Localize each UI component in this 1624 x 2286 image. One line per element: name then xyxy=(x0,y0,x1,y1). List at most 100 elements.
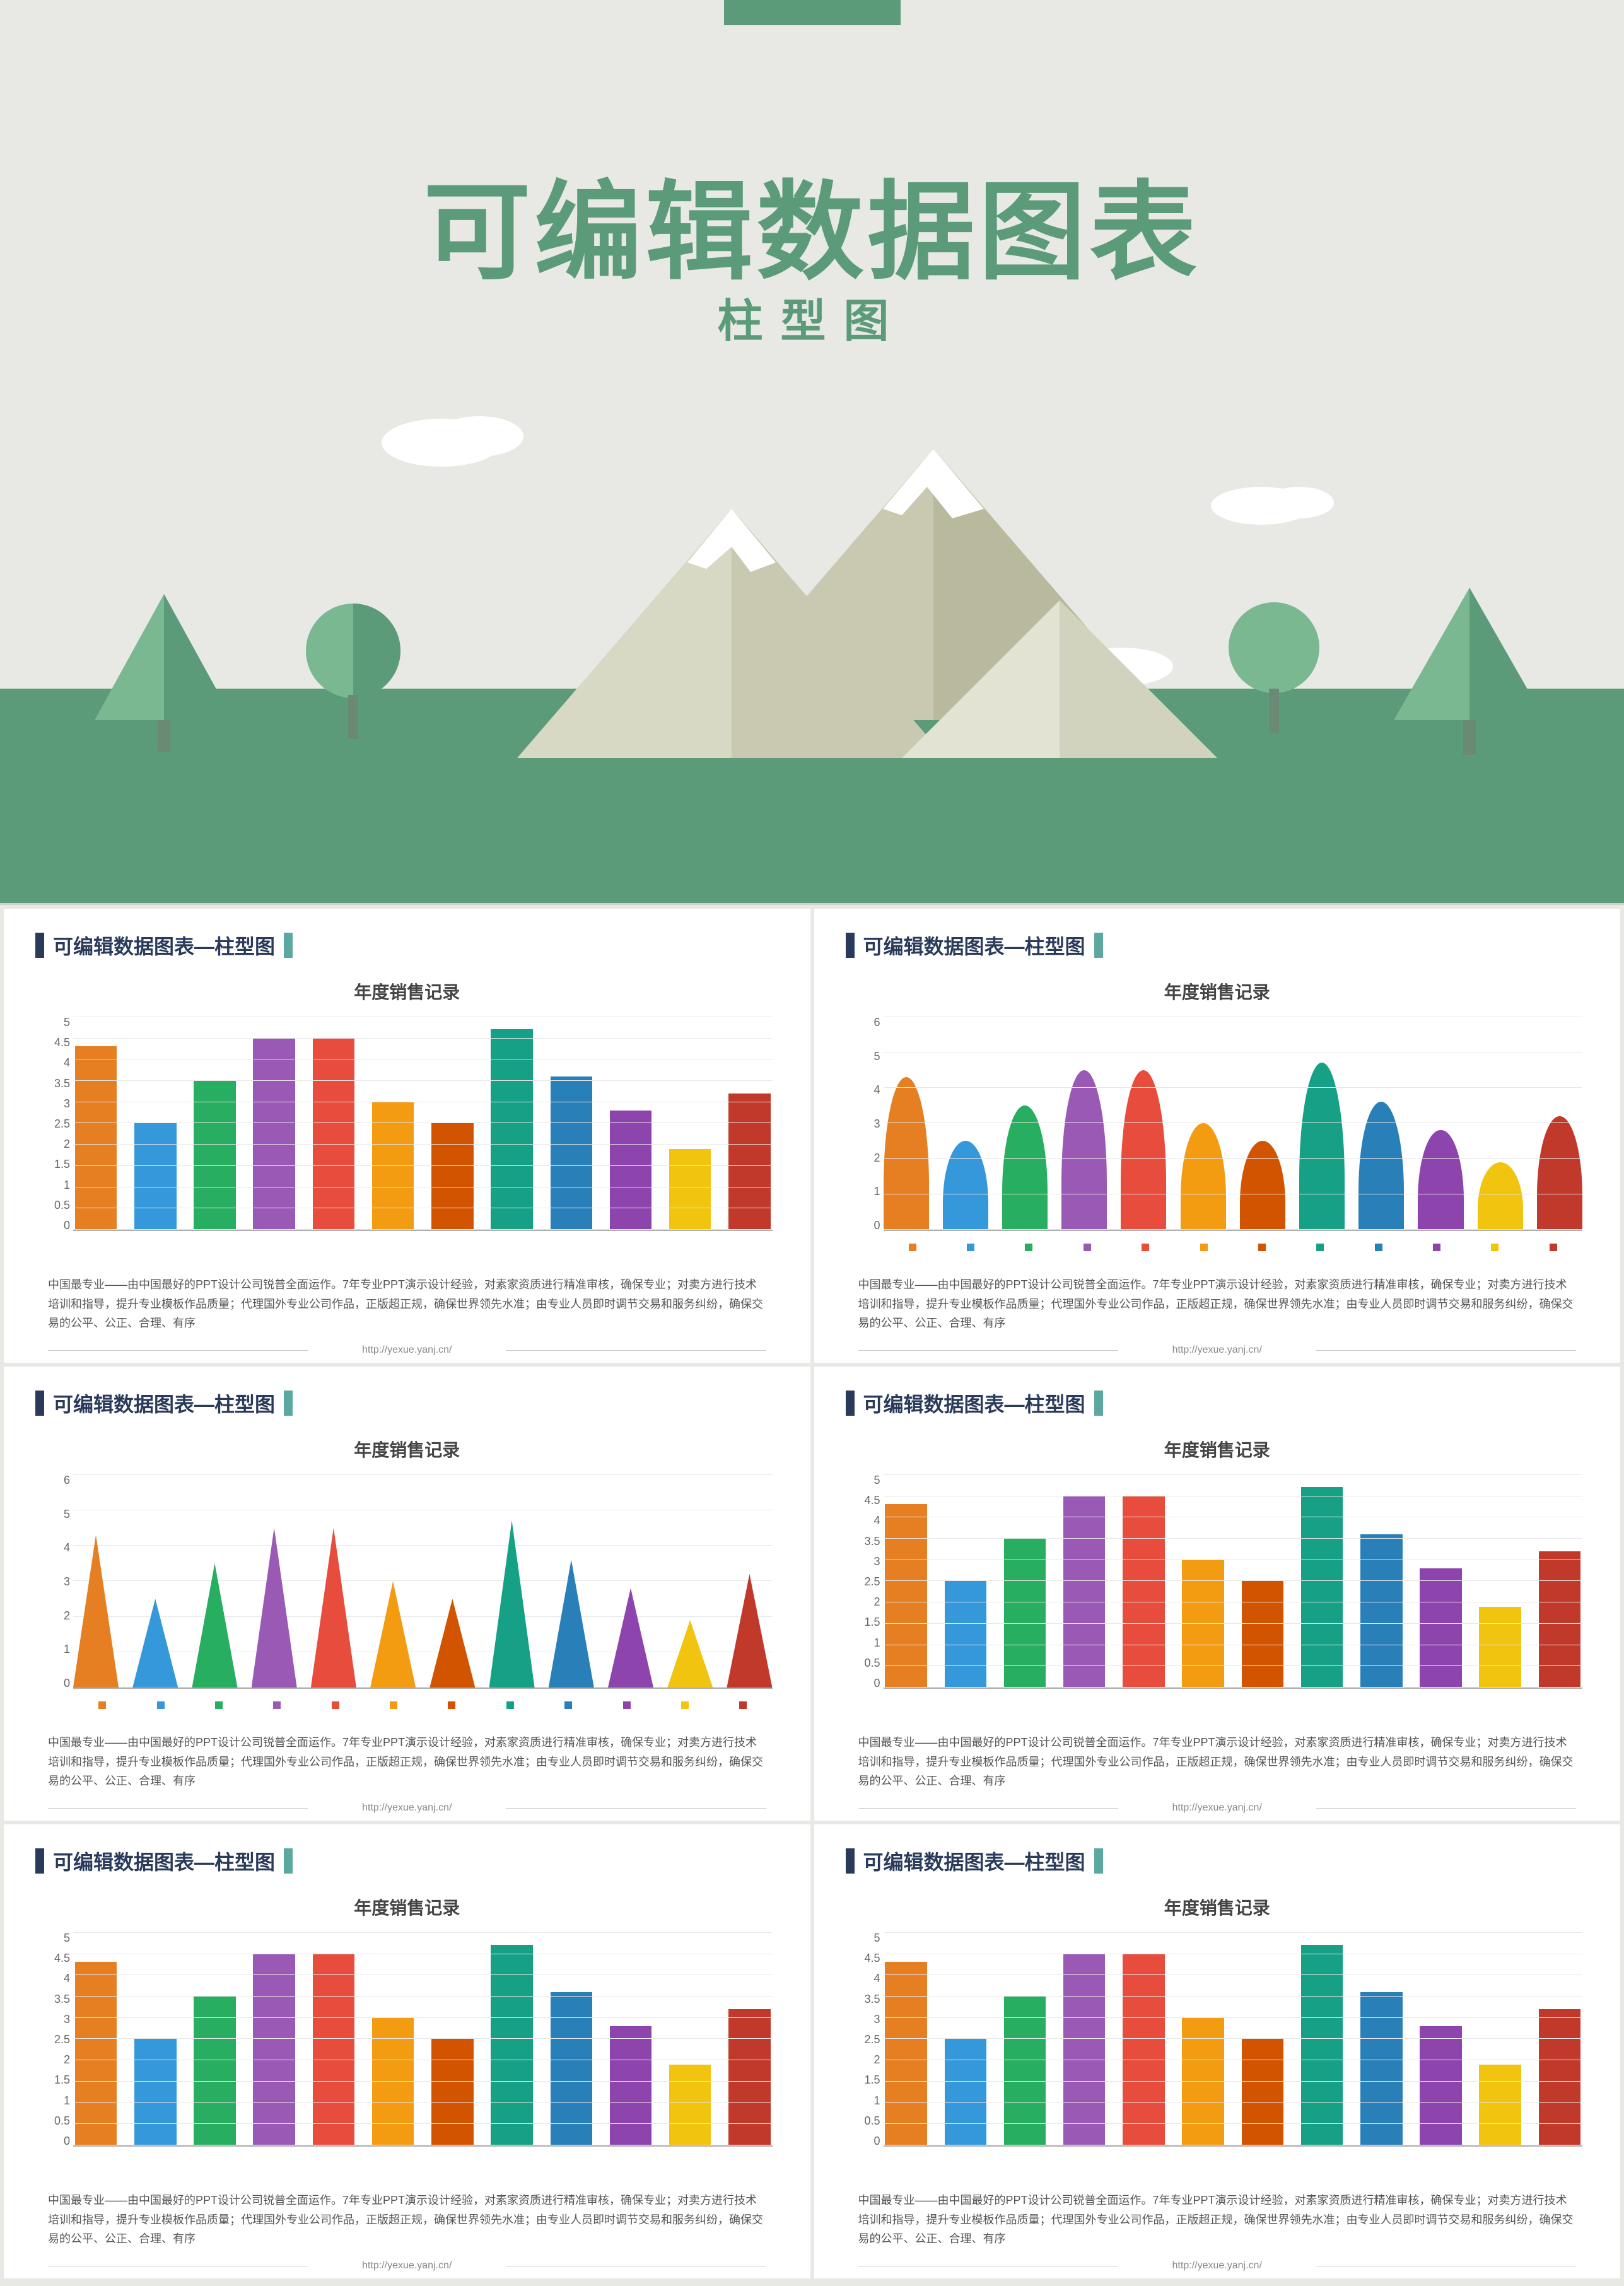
y-tick: 3.5 xyxy=(35,1078,70,1089)
legend-swatch xyxy=(506,1701,514,1709)
y-tick: 0.5 xyxy=(35,2115,70,2126)
chart-area: 00.511.522.533.544.55 xyxy=(846,1932,1589,2172)
legend-swatch xyxy=(157,1701,165,1709)
data-bar xyxy=(1420,2026,1462,2145)
data-bar xyxy=(491,1029,533,1230)
chart-title: 年度销售记录 xyxy=(35,1437,779,1462)
data-bell xyxy=(1418,1130,1463,1230)
hero-illustration xyxy=(0,367,1624,903)
data-bar xyxy=(1063,1496,1106,1688)
legend xyxy=(73,1701,773,1709)
y-tick: 3 xyxy=(35,1098,70,1109)
data-bar xyxy=(1420,1568,1462,1688)
data-triangle xyxy=(192,1563,237,1688)
plot-area xyxy=(884,1932,1583,2147)
chart-title: 年度销售记录 xyxy=(35,979,779,1004)
y-tick: 2.5 xyxy=(35,2034,70,2045)
header-bar-teal xyxy=(284,933,293,958)
y-tick: 5 xyxy=(35,1508,70,1520)
y-tick: 1 xyxy=(846,2095,880,2106)
slide-description: 中国最专业——由中国最好的PPT设计公司锐普全面运作。7年专业PPT演示设计经验… xyxy=(35,1275,779,1333)
data-bar xyxy=(194,1996,236,2145)
y-tick: 3.5 xyxy=(846,1993,880,2005)
slide-header: 可编辑数据图表—柱型图 xyxy=(35,1846,779,1875)
data-bar xyxy=(1360,1992,1403,2145)
slide-title: 可编辑数据图表—柱型图 xyxy=(863,931,1085,960)
hero-title: 可编辑数据图表 xyxy=(0,145,1624,300)
chart-slide: 可编辑数据图表—柱型图 年度销售记录00.511.522.533.544.55中… xyxy=(4,1824,810,2278)
y-tick: 4.5 xyxy=(35,1037,70,1048)
legend-swatch xyxy=(448,1701,455,1709)
y-tick: 1 xyxy=(35,1643,70,1655)
data-bar xyxy=(551,1992,593,2145)
plot-area xyxy=(73,1932,773,2147)
y-tick: 6 xyxy=(35,1474,70,1486)
data-bar xyxy=(134,1123,177,1230)
data-bar xyxy=(75,1046,117,1230)
hero-slide: 可编辑数据图表 柱型图 xyxy=(0,0,1624,905)
legend-swatch xyxy=(739,1701,747,1709)
y-tick: 5 xyxy=(846,1932,880,1944)
data-bell xyxy=(1358,1102,1404,1230)
legend-swatch xyxy=(273,1701,281,1709)
y-tick: 3 xyxy=(846,1118,880,1129)
chart-title: 年度销售记录 xyxy=(846,979,1589,1004)
hero-subtitle: 柱型图 xyxy=(0,284,1624,350)
data-bar xyxy=(194,1080,236,1230)
y-axis: 00.511.522.533.544.55 xyxy=(35,1017,70,1231)
header-bar-teal xyxy=(284,1391,293,1416)
data-bar xyxy=(1479,2065,1521,2145)
legend-swatch xyxy=(681,1701,689,1709)
data-bar xyxy=(945,2039,987,2145)
y-tick: 3.5 xyxy=(846,1536,880,1547)
slides-grid: 可编辑数据图表—柱型图 年度销售记录 0 0.5 1 1.5 2 2.5 3 3.5 4 4.5 5 中… xyxy=(0,905,1624,2282)
y-tick: 3.5 xyxy=(35,1993,70,2005)
legend-swatch xyxy=(909,1244,916,1251)
y-tick: 3 xyxy=(35,2014,70,2025)
data-bell xyxy=(1181,1123,1226,1230)
data-bar xyxy=(372,2017,414,2145)
data-triangle xyxy=(667,1620,713,1688)
y-tick: 2 xyxy=(35,2054,70,2065)
header-bar-dark xyxy=(846,1848,855,1874)
data-bar xyxy=(728,1093,771,1230)
y-tick: 2 xyxy=(846,2054,880,2065)
y-tick: 1.5 xyxy=(35,1158,70,1170)
legend-swatch xyxy=(1316,1244,1324,1251)
header-bar-dark xyxy=(35,933,44,958)
y-tick: 0.5 xyxy=(35,1199,70,1211)
data-bell xyxy=(1240,1141,1285,1230)
plot-area xyxy=(73,1017,773,1231)
y-tick: 0.5 xyxy=(846,1657,880,1669)
data-bar xyxy=(1479,1607,1521,1688)
data-bar xyxy=(372,1102,414,1230)
data-bar xyxy=(1123,1954,1165,2145)
legend-swatch xyxy=(1258,1244,1266,1251)
data-bar xyxy=(253,1038,295,1230)
slide-header: 可编辑数据图表—柱型图 xyxy=(846,1389,1589,1418)
y-tick: 1 xyxy=(35,2095,70,2106)
plot-area xyxy=(884,1017,1583,1231)
y-tick: 4 xyxy=(35,1542,70,1553)
y-tick: 0.5 xyxy=(846,2115,880,2126)
legend-swatch xyxy=(215,1701,223,1709)
data-triangle xyxy=(370,1581,416,1688)
y-tick: 3 xyxy=(35,1576,70,1587)
y-tick: 0 xyxy=(846,1677,880,1689)
data-bar xyxy=(253,1954,295,2145)
data-bar xyxy=(1004,1996,1046,2145)
legend-swatch xyxy=(332,1701,339,1709)
chart-slide: 可编辑数据图表—柱型图 年度销售记录0123456中国最专业——由中国最好的PP… xyxy=(814,909,1621,1363)
chart-area: 00.511.522.533.544.55 xyxy=(35,1932,779,2172)
y-tick: 1.5 xyxy=(846,1616,880,1628)
y-tick: 1 xyxy=(35,1179,70,1191)
data-bar xyxy=(669,1149,711,1230)
legend-swatch xyxy=(967,1244,974,1251)
y-tick: 2 xyxy=(35,1138,70,1150)
data-bar xyxy=(431,2039,474,2145)
y-tick: 4 xyxy=(35,1057,70,1068)
data-triangle xyxy=(727,1574,772,1688)
y-tick: 5 xyxy=(846,1051,880,1062)
y-tick: 0 xyxy=(35,1220,70,1231)
y-tick: 3 xyxy=(846,1556,880,1567)
